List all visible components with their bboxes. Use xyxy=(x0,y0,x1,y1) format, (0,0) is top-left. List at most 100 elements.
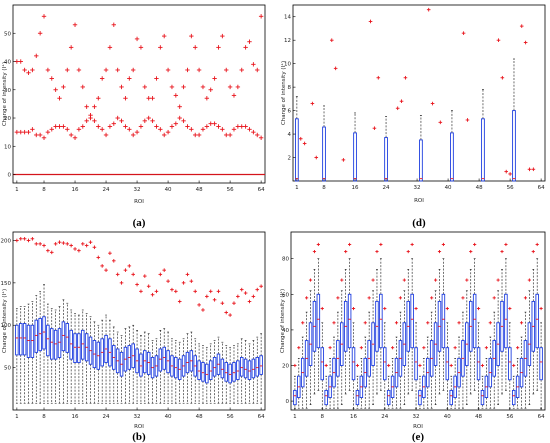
panel-d-xlabel: ROI xyxy=(414,198,424,204)
panel-a-point-s0-16 xyxy=(72,22,78,27)
panel-a-point-s0-11 xyxy=(53,87,58,92)
panel-e-outlier-30 xyxy=(406,249,410,254)
panel-e-outlier-10 xyxy=(328,346,332,350)
panel-a-point-s0-12 xyxy=(57,96,62,101)
panel-e-ytick-label: 40 xyxy=(282,328,289,334)
panel-b-outlier-49 xyxy=(201,308,205,312)
panel-e-box-46 xyxy=(469,269,473,395)
panel-a-point-s0-6 xyxy=(34,53,39,59)
panel-a-point-s0-45 xyxy=(185,67,190,73)
panel-d-outlier-14 xyxy=(426,7,431,12)
panel-e-box-63-box xyxy=(535,293,539,349)
panel-e-box-1 xyxy=(293,375,297,409)
panel-b-box-17-box xyxy=(77,333,81,363)
panel-b-outlier-63 xyxy=(255,287,260,292)
panel-d-ytick-label: 12 xyxy=(284,38,291,44)
panel-a-point-s1-6 xyxy=(34,132,39,138)
panel-b-box-40 xyxy=(166,331,170,404)
panel-b-outlier-14 xyxy=(65,242,70,246)
panel-b-box-39-box xyxy=(162,346,166,370)
panel-e-outlier-7 xyxy=(316,242,320,247)
panel-a-point-s1-17 xyxy=(76,127,82,132)
panel-a-point-s1-15 xyxy=(68,132,74,138)
panel-a-point-s0-49 xyxy=(200,84,206,90)
panel-d-box-57 xyxy=(512,58,516,182)
panel-e-box-14 xyxy=(343,269,348,395)
panel-e-outlier-53 xyxy=(496,278,500,282)
panel-a-xtick-label: 24 xyxy=(103,187,110,193)
panel-e-outlier-41 xyxy=(449,363,453,368)
panel-b-box-27 xyxy=(115,331,120,404)
panel-e-box-24-box xyxy=(383,347,387,381)
panel-e-box-27 xyxy=(394,336,399,409)
panel-a-point-s1-2 xyxy=(18,129,23,135)
panel-e-box-5 xyxy=(308,290,313,405)
panel-e-box-36 xyxy=(429,311,434,409)
panel-b-box-48-box xyxy=(197,360,201,380)
panel-a-point-s0-52 xyxy=(212,76,217,81)
panel-a-point-s1-16 xyxy=(72,135,78,140)
panel-b-box-35-box xyxy=(146,351,151,375)
panel-d-outlier-11 xyxy=(395,106,400,111)
panel-a-point-s0-63 xyxy=(255,67,260,73)
panel-a-point-s1-34 xyxy=(142,118,148,124)
panel-e-outlier-25 xyxy=(387,363,391,368)
panel-e-box-63 xyxy=(535,258,539,391)
panel-b-outlier-22 xyxy=(96,255,101,260)
panel-e-box-57 xyxy=(511,375,516,409)
panel-e-outlier-57 xyxy=(512,363,516,368)
panel-b-box-50-box xyxy=(205,363,209,384)
panel-b-box-16 xyxy=(73,313,77,404)
panel-b-box-42 xyxy=(174,340,178,404)
panel-b-outlier-50 xyxy=(205,294,209,299)
panel-a-point-s0-33 xyxy=(138,45,144,50)
panel-e-outlier-17 xyxy=(355,363,360,368)
panel-e-box-56 xyxy=(508,322,512,409)
panel-b-outlier-61 xyxy=(247,299,252,304)
panel-b-outlier-16 xyxy=(73,247,77,251)
panel-d-outlier-25 xyxy=(527,167,532,172)
panel-b-outlier-46 xyxy=(189,279,194,283)
panel-a-point-s1-62 xyxy=(251,129,256,135)
panel-b-caption: (b) xyxy=(132,431,146,443)
panel-a-point-s1-22 xyxy=(96,124,101,129)
panel-e-box-40-box xyxy=(445,347,450,381)
panel-e-box-19 xyxy=(363,336,367,409)
panel-a-frame xyxy=(12,4,266,184)
panel-b-box-34 xyxy=(143,331,147,404)
panel-b-box-35 xyxy=(146,333,151,404)
panel-a-point-s1-46 xyxy=(189,127,194,132)
panel-e-box-47 xyxy=(472,258,477,391)
panel-a-ytick-label: 40 xyxy=(4,60,11,66)
panel-b-box-52-box xyxy=(212,356,217,377)
panel-b-box-33-box xyxy=(139,353,143,377)
panel-a-point-s0-59 xyxy=(239,67,244,73)
panel-b-box-25 xyxy=(108,319,112,404)
panel-b-box-52 xyxy=(212,340,217,404)
panel-b-xtick-label: 8 xyxy=(42,414,46,420)
panel-b-box-15-box xyxy=(69,329,73,360)
panel-b-box-58 xyxy=(236,343,240,404)
panel-e-box-21 xyxy=(371,290,375,405)
panel-b-box-10 xyxy=(50,307,54,404)
panel-a-xtick-label: 32 xyxy=(134,187,141,193)
panel-e-box-18 xyxy=(359,358,364,409)
panel-b-outlier-5 xyxy=(30,236,35,241)
panel-e-box-34 xyxy=(422,358,426,409)
panel-b-outlier-45 xyxy=(185,272,190,277)
panel-e-outlier-11 xyxy=(332,321,336,325)
panel-b-box-55 xyxy=(224,345,228,404)
panel-b-box-9-box xyxy=(46,324,50,357)
panel-d: Change of intensity (I⁺) ROI (d) 1 8 16 24 3… xyxy=(280,4,546,229)
panel-b-box-17 xyxy=(77,314,81,404)
panel-a-point-s0-61 xyxy=(247,39,252,44)
panel-a: Change of intensity (I⁺) ROI (a) 1 8 16 24 3… xyxy=(1,4,266,229)
panel-e-box-54 xyxy=(500,269,504,395)
panel-b-box-12 xyxy=(57,306,62,404)
panel-e-box-25 xyxy=(386,375,391,409)
panel-a-point-s1-28 xyxy=(119,118,124,124)
panel-d-xtick-label: 16 xyxy=(352,185,359,191)
panel-a-point-s1-27 xyxy=(115,115,120,121)
panel-e-outlier-9 xyxy=(324,363,328,368)
panel-b-box-30 xyxy=(127,326,132,404)
